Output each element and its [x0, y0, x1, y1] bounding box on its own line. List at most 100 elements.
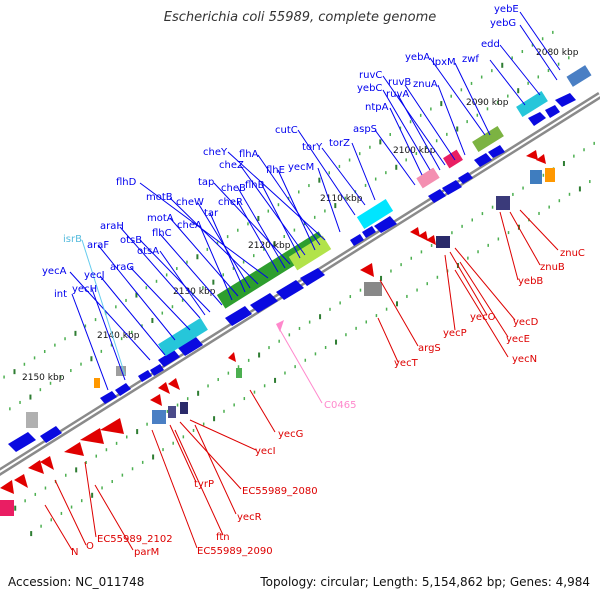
gene-label[interactable]: yecI — [255, 446, 276, 457]
gene-label[interactable]: znuC — [560, 248, 585, 259]
gene-arrow-rev[interactable] — [28, 460, 44, 474]
gene-arrow-fwd[interactable] — [545, 105, 560, 118]
gene-label[interactable]: ftn — [216, 532, 230, 543]
gene-label[interactable]: yecA — [42, 266, 67, 277]
gene-arrow-rev[interactable] — [526, 150, 538, 160]
gene-label[interactable]: araH — [100, 221, 124, 232]
gene-label[interactable]: EC55989_2080 — [242, 486, 318, 497]
gene-label[interactable]: yebG — [490, 18, 516, 29]
gene-block-lime[interactable] — [288, 235, 332, 271]
gene-label[interactable]: EC55989_2102 — [97, 534, 173, 545]
gene-arrow-fwd[interactable] — [158, 350, 180, 367]
gene-label[interactable]: N — [71, 547, 78, 558]
gene-label[interactable]: yecJ — [84, 270, 105, 281]
gene-arrow-rev[interactable] — [158, 382, 170, 394]
gene-arrow-fwd[interactable] — [40, 426, 62, 443]
gene-label[interactable]: parM — [134, 547, 159, 558]
gene-arrow-rev[interactable] — [168, 378, 180, 390]
gene-label[interactable]: cheZ — [219, 160, 244, 171]
gene-arrow-rev[interactable] — [0, 480, 14, 494]
gene-arrow-fwd[interactable] — [428, 189, 446, 203]
gene-block-magenta[interactable] — [443, 149, 463, 169]
gene-block-steelblue[interactable] — [530, 170, 542, 184]
gene-arrow-rev[interactable] — [536, 154, 546, 164]
gene-label[interactable]: cheR — [218, 197, 243, 208]
gene-label[interactable]: tyrP — [194, 479, 214, 490]
gene-arrow-rev[interactable] — [360, 263, 374, 277]
gene-label[interactable]: cutC — [275, 125, 298, 136]
gene-label[interactable]: cheY — [203, 147, 228, 158]
gene-block-navy[interactable] — [180, 402, 188, 414]
gene-label[interactable]: yecM — [288, 162, 314, 173]
gene-label[interactable]: araF — [87, 240, 109, 251]
gene-label[interactable]: flhE — [266, 165, 285, 176]
gene-block-navy[interactable] — [496, 196, 510, 210]
gene-block-cyan[interactable] — [356, 199, 394, 229]
gene-arrow-fwd[interactable] — [458, 172, 473, 184]
gene-arrow-fwd[interactable] — [528, 112, 546, 126]
gene-arrow-fwd[interactable] — [300, 268, 325, 286]
gene-arrow-rev[interactable] — [150, 394, 162, 406]
gene-label[interactable]: motA — [147, 213, 174, 224]
gene-arrow-rev[interactable] — [228, 352, 236, 362]
gene-block-steelblue[interactable] — [566, 65, 592, 87]
gene-block-green[interactable] — [472, 125, 504, 153]
gene-arrow-fwd[interactable] — [115, 383, 131, 396]
gene-arrow-fwd[interactable] — [488, 145, 505, 158]
gene-label[interactable]: yecN — [512, 354, 537, 365]
gene-label[interactable]: tar — [204, 208, 219, 219]
gene-label[interactable]: zwf — [462, 54, 479, 65]
gene-block-gray[interactable] — [26, 412, 38, 428]
gene-label[interactable]: otsB — [120, 235, 142, 246]
gene-arrow-fwd[interactable] — [178, 337, 203, 356]
gene-label[interactable]: cheB — [221, 183, 246, 194]
gene-block-orange[interactable] — [545, 168, 555, 182]
gene-label[interactable]: otsA — [137, 246, 159, 257]
gene-block-cyan[interactable] — [158, 317, 208, 357]
gene-block-navy[interactable] — [436, 236, 450, 248]
gene-arrow-fwd[interactable] — [474, 153, 492, 167]
gene-block-cyan[interactable] — [516, 90, 548, 118]
gene-arrow-fwd[interactable] — [442, 180, 462, 195]
gene-label[interactable]: yecT — [394, 358, 419, 369]
gene-label[interactable]: znuB — [540, 262, 565, 273]
gene-block-pink[interactable] — [416, 167, 440, 189]
gene-label[interactable]: edd — [481, 39, 500, 50]
gene-arrow-rev[interactable] — [40, 456, 54, 470]
gene-block-orange[interactable] — [94, 378, 100, 388]
gene-arrow-fwd[interactable] — [362, 226, 376, 238]
gene-label[interactable]: flhB — [245, 180, 265, 191]
gene-label[interactable]: ntpA — [365, 102, 389, 113]
gene-arrow-fwd[interactable] — [8, 432, 36, 452]
gene-label[interactable]: yecE — [506, 334, 530, 345]
gene-arrow-rev[interactable] — [100, 418, 124, 434]
gene-label[interactable]: znuA — [413, 79, 438, 90]
gene-arrow-fwd[interactable] — [350, 234, 364, 246]
gene-label[interactable]: yecP — [443, 328, 467, 339]
gene-label[interactable]: ruvB — [388, 77, 411, 88]
gene-arrow-rev[interactable] — [410, 227, 420, 237]
gene-label[interactable]: aspS — [353, 124, 377, 135]
gene-label[interactable]: yecR — [237, 512, 262, 523]
gene-label[interactable]: argS — [418, 343, 441, 354]
gene-arrow-rev[interactable] — [80, 428, 104, 444]
gene-label[interactable]: isrB — [63, 234, 82, 245]
gene-label[interactable]: C0465 — [324, 400, 356, 411]
gene-label[interactable]: ruvC — [359, 70, 382, 81]
gene-label[interactable]: yebE — [494, 4, 519, 15]
gene-label[interactable]: yebB — [518, 276, 543, 287]
gene-arrow-fwd[interactable] — [138, 370, 152, 382]
gene-arrow-fwd[interactable] — [276, 280, 304, 300]
gene-label[interactable]: tap — [198, 177, 214, 188]
gene-label[interactable]: ruvA — [386, 89, 409, 100]
gene-arrow-rev[interactable] — [426, 235, 436, 245]
gene-block-gray[interactable] — [116, 366, 126, 376]
gene-label[interactable]: yecH — [72, 284, 97, 295]
gene-block-gray[interactable] — [364, 282, 382, 296]
gene-label[interactable]: yecD — [513, 317, 539, 328]
gene-label[interactable]: torZ — [329, 138, 350, 149]
gene-block-navy[interactable] — [168, 406, 176, 418]
gene-arrow-rev[interactable] — [418, 231, 428, 241]
gene-label[interactable]: flhD — [116, 177, 137, 188]
gene-label[interactable]: cheW — [176, 197, 204, 208]
